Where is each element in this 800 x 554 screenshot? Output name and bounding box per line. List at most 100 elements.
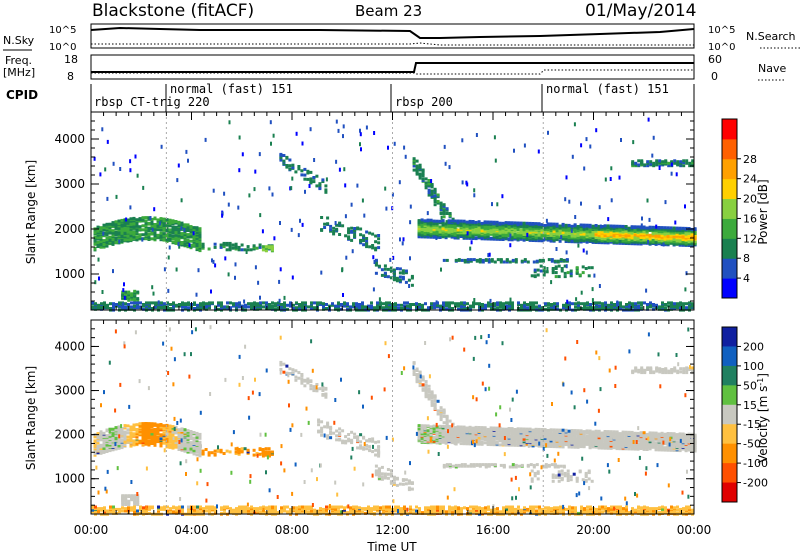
noise-cell xyxy=(363,213,366,218)
data-cell xyxy=(136,497,140,501)
data-cell xyxy=(192,228,196,232)
data-cell xyxy=(192,448,196,452)
data-cell xyxy=(460,258,464,262)
data-cell xyxy=(420,231,424,235)
data-cell xyxy=(415,367,419,371)
data-cell xyxy=(374,464,378,468)
data-cell xyxy=(418,172,422,176)
data-cell xyxy=(99,447,103,450)
data-cell xyxy=(321,393,325,396)
data-cell xyxy=(588,223,592,227)
data-cell xyxy=(129,221,133,225)
nsearch-line xyxy=(91,42,694,46)
data-cell xyxy=(468,219,472,223)
data-cell xyxy=(377,454,381,458)
data-cell xyxy=(469,304,472,308)
noise-cell xyxy=(475,133,478,137)
data-cell xyxy=(234,242,238,246)
data-cell xyxy=(329,432,333,436)
nsky-tick-high: 10^5 xyxy=(49,25,76,36)
data-cell xyxy=(501,228,505,232)
data-cell xyxy=(96,237,100,241)
data-cell xyxy=(374,240,378,244)
data-cell xyxy=(636,232,640,236)
data-cell xyxy=(456,233,460,237)
data-cell xyxy=(222,241,226,245)
data-cell xyxy=(144,224,148,228)
data-cell xyxy=(324,190,328,194)
data-cell xyxy=(410,274,414,278)
data-cell xyxy=(462,219,466,223)
data-cell xyxy=(205,302,208,306)
data-cell xyxy=(183,231,187,235)
data-cell xyxy=(195,231,199,235)
data-cell xyxy=(147,439,151,443)
data-cell xyxy=(655,161,659,164)
noise-cell xyxy=(488,257,491,262)
data-cell xyxy=(507,226,511,230)
data-cell xyxy=(624,227,628,231)
data-cell xyxy=(115,303,118,306)
data-cell xyxy=(201,245,205,249)
data-cell xyxy=(141,224,145,228)
data-cell xyxy=(120,229,124,233)
data-cell xyxy=(675,237,679,241)
data-cell xyxy=(621,228,625,232)
data-cell xyxy=(303,384,307,388)
data-cell xyxy=(277,301,280,305)
data-cell xyxy=(598,304,601,308)
data-cell xyxy=(383,275,387,278)
data-cell xyxy=(189,434,193,438)
data-cell xyxy=(579,237,583,241)
data-cell xyxy=(310,301,313,305)
data-cell xyxy=(222,452,226,455)
cpid-entry-1: normal (fast) 151 xyxy=(170,82,293,96)
data-cell xyxy=(448,303,451,306)
data-cell xyxy=(201,452,205,455)
data-cell xyxy=(508,260,512,264)
data-cell xyxy=(465,226,469,230)
data-cell xyxy=(502,260,506,264)
data-cell xyxy=(361,307,364,310)
data-cell xyxy=(529,301,532,305)
noise-cell xyxy=(125,217,128,222)
data-cell xyxy=(554,271,558,275)
data-cell xyxy=(534,222,538,226)
data-cell xyxy=(123,439,127,443)
data-cell xyxy=(441,227,445,231)
data-cell xyxy=(141,430,145,434)
data-cell xyxy=(609,240,613,244)
data-cell xyxy=(228,248,232,252)
data-cell xyxy=(353,228,357,232)
data-cell xyxy=(679,160,683,164)
data-cell xyxy=(189,441,193,445)
data-cell xyxy=(320,433,324,437)
data-cell xyxy=(567,236,571,240)
data-cell xyxy=(111,238,115,242)
data-cell xyxy=(377,467,381,471)
cpid-row: CPID rbsp CT-trig 220 normal (fast) 151 … xyxy=(6,82,695,112)
data-cell xyxy=(279,363,283,367)
colorbar-segment xyxy=(722,198,737,219)
data-cell xyxy=(159,227,163,231)
noise-cell xyxy=(151,285,154,290)
noise-cell xyxy=(212,259,215,264)
noise-cell xyxy=(372,287,375,292)
data-cell xyxy=(322,307,325,311)
data-cell xyxy=(418,168,422,172)
data-cell xyxy=(569,271,573,275)
data-cell xyxy=(532,307,535,311)
data-cell xyxy=(532,260,536,264)
data-cell xyxy=(129,227,133,231)
data-cell xyxy=(484,307,487,310)
noise-cell xyxy=(177,163,180,168)
data-cell xyxy=(141,442,145,446)
data-cell xyxy=(421,383,425,387)
data-cell xyxy=(326,436,330,440)
data-cell xyxy=(198,440,202,444)
data-cell xyxy=(228,241,232,245)
data-cell xyxy=(326,421,330,425)
data-cell xyxy=(111,234,115,237)
data-cell xyxy=(162,224,166,227)
data-cell xyxy=(129,219,133,223)
